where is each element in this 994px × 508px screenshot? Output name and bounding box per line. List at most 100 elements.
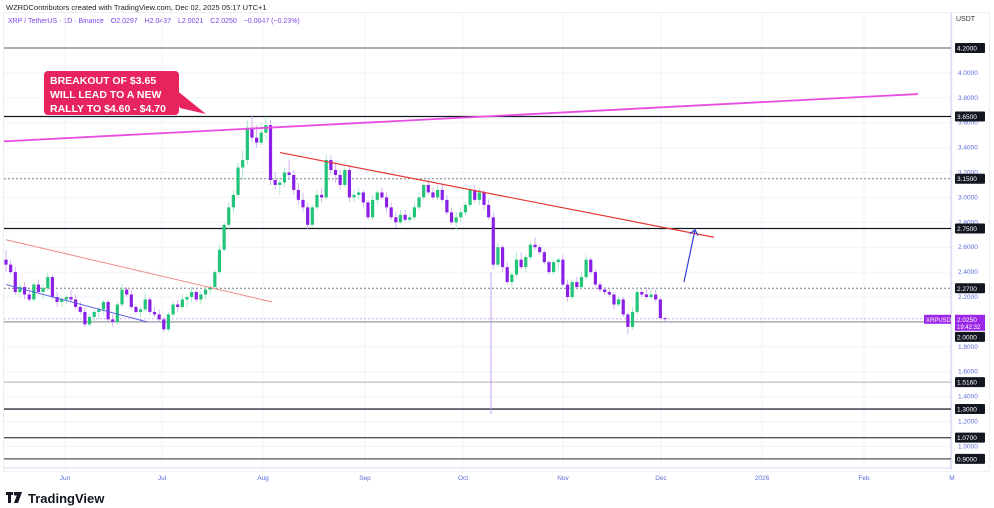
candle-body[interactable] [106, 301, 110, 320]
candle-body[interactable] [449, 212, 454, 223]
candle-body[interactable] [301, 199, 305, 208]
candle-body[interactable] [83, 311, 87, 325]
candle-body[interactable] [55, 297, 59, 302]
candle-body[interactable] [542, 252, 546, 263]
candle-body[interactable] [487, 204, 491, 218]
candle-body[interactable] [352, 194, 356, 198]
candle-body[interactable] [255, 137, 259, 143]
candle-body[interactable] [203, 289, 208, 295]
candle-body[interactable] [199, 294, 203, 300]
candle-body[interactable] [64, 297, 68, 300]
candle-body[interactable] [505, 267, 509, 283]
candle-body[interactable] [663, 318, 667, 320]
candle-body[interactable] [338, 174, 342, 185]
candle-body[interactable] [347, 170, 352, 198]
candle-body[interactable] [621, 299, 625, 315]
candle-body[interactable] [417, 197, 421, 208]
candle-body[interactable] [97, 309, 101, 312]
candle-body[interactable] [92, 311, 96, 317]
candle-body[interactable] [148, 299, 152, 312]
candle-body[interactable] [245, 127, 249, 161]
candle-body[interactable] [78, 306, 82, 312]
candle-body[interactable] [87, 316, 92, 325]
candle-body[interactable] [329, 160, 333, 171]
candle-body[interactable] [589, 259, 593, 273]
candle-body[interactable] [357, 192, 361, 195]
candle-body[interactable] [477, 192, 481, 200]
candle-body[interactable] [264, 125, 268, 133]
candle-body[interactable] [120, 289, 124, 305]
candle-body[interactable] [598, 284, 602, 290]
candle-body[interactable] [152, 311, 157, 315]
candle-body[interactable] [273, 179, 277, 185]
candle-body[interactable] [371, 199, 375, 218]
candle-body[interactable] [213, 272, 217, 288]
candle-body[interactable] [375, 192, 379, 200]
price-axis-currency[interactable]: USDT [956, 16, 976, 23]
candle-body[interactable] [491, 217, 495, 265]
candle-body[interactable] [524, 257, 528, 268]
candle-body[interactable] [315, 194, 319, 208]
candle-body[interactable] [575, 282, 579, 288]
candle-body[interactable] [445, 199, 449, 213]
candle-body[interactable] [185, 297, 189, 300]
candle-body[interactable] [398, 214, 403, 223]
candle-body[interactable] [111, 319, 115, 322]
tradingview-logo[interactable]: TradingView [6, 489, 104, 506]
candle-body[interactable] [408, 217, 412, 220]
candle-body[interactable] [241, 160, 245, 168]
candle-body[interactable] [403, 214, 407, 220]
candle-body[interactable] [630, 311, 635, 327]
candle-body[interactable] [217, 249, 222, 273]
candle-body[interactable] [361, 192, 365, 203]
candle-body[interactable] [282, 172, 287, 183]
candle-body[interactable] [473, 189, 477, 200]
candle-body[interactable] [607, 292, 611, 295]
candle-body[interactable] [129, 294, 133, 307]
candle-body[interactable] [584, 259, 588, 278]
candle-body[interactable] [227, 207, 231, 225]
candle-body[interactable] [236, 167, 240, 195]
candle-body[interactable] [640, 292, 644, 295]
candle-body[interactable] [533, 244, 537, 248]
candle-body[interactable] [658, 299, 662, 319]
candle-body[interactable] [208, 287, 212, 290]
candle-body[interactable] [649, 294, 653, 297]
candle-body[interactable] [41, 288, 45, 293]
candle-body[interactable] [292, 174, 296, 190]
candle-body[interactable] [412, 207, 416, 218]
trendline-early-downtrend-top[interactable] [5, 239, 273, 303]
candle-body[interactable] [69, 297, 73, 300]
candle-body[interactable] [194, 292, 198, 300]
candle-body[interactable] [278, 182, 282, 185]
candle-body[interactable] [222, 224, 226, 250]
candle-body[interactable] [36, 284, 41, 293]
candle-body[interactable] [565, 284, 570, 297]
candle-body[interactable] [18, 287, 22, 293]
candle-body[interactable] [380, 192, 384, 198]
symbol-title[interactable]: XRP / TetherUS · 1D · Binance [8, 18, 104, 25]
candle-body[interactable] [561, 259, 565, 285]
candle-body[interactable] [635, 292, 639, 312]
candle-body[interactable] [454, 217, 458, 223]
candle-body[interactable] [115, 304, 119, 322]
candle-body[interactable] [440, 189, 444, 200]
candle-body[interactable] [593, 272, 597, 285]
candle-body[interactable] [538, 247, 542, 253]
candle-body[interactable] [556, 259, 560, 263]
candle-body[interactable] [180, 299, 184, 307]
candle-body[interactable] [603, 289, 607, 293]
candle-body[interactable] [389, 207, 393, 218]
candle-body[interactable] [366, 202, 370, 218]
candle-body[interactable] [310, 207, 314, 225]
candle-body[interactable] [519, 259, 523, 268]
candle-body[interactable] [547, 262, 551, 273]
candle-body[interactable] [616, 299, 621, 305]
candle-body[interactable] [143, 299, 147, 310]
candle-body[interactable] [125, 289, 129, 295]
candle-body[interactable] [552, 262, 556, 273]
candle-body[interactable] [426, 184, 430, 193]
candle-body[interactable] [134, 306, 138, 312]
candle-body[interactable] [654, 294, 658, 300]
